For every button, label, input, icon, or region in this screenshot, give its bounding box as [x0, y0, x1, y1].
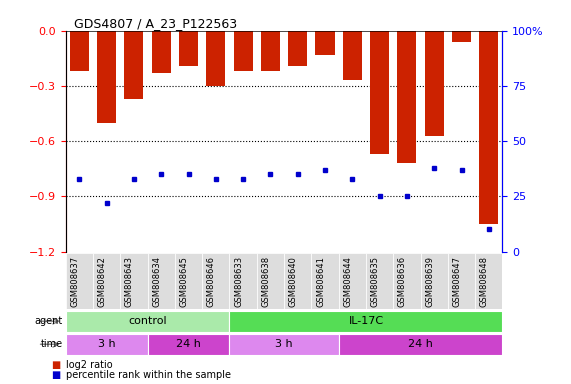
Text: control: control: [128, 316, 167, 326]
Text: time: time: [41, 339, 63, 349]
Bar: [234, 31, 253, 71]
Bar: [288, 31, 307, 66]
Text: GSM808648: GSM808648: [480, 256, 489, 307]
Text: GSM808639: GSM808639: [425, 256, 434, 307]
FancyBboxPatch shape: [66, 311, 230, 332]
Text: GDS4807 / A_23_P122563: GDS4807 / A_23_P122563: [74, 17, 238, 30]
Bar: [397, 31, 416, 163]
Text: agent: agent: [35, 316, 63, 326]
Text: 3 h: 3 h: [98, 339, 115, 349]
Bar: [206, 31, 226, 86]
Bar: [479, 31, 498, 224]
FancyBboxPatch shape: [339, 253, 366, 309]
FancyBboxPatch shape: [393, 253, 421, 309]
Text: IL-17C: IL-17C: [348, 316, 384, 326]
Text: 24 h: 24 h: [176, 339, 201, 349]
Text: log2 ratio: log2 ratio: [66, 360, 112, 370]
FancyBboxPatch shape: [202, 253, 230, 309]
FancyBboxPatch shape: [257, 253, 284, 309]
Text: GSM808645: GSM808645: [179, 256, 188, 307]
Text: GSM808644: GSM808644: [343, 256, 352, 307]
FancyBboxPatch shape: [230, 253, 257, 309]
FancyBboxPatch shape: [421, 253, 448, 309]
Text: GSM808641: GSM808641: [316, 256, 325, 307]
Bar: [370, 31, 389, 154]
FancyBboxPatch shape: [475, 253, 502, 309]
Text: GSM808646: GSM808646: [207, 256, 216, 307]
Bar: [343, 31, 362, 80]
Bar: [261, 31, 280, 71]
Text: 3 h: 3 h: [275, 339, 293, 349]
FancyBboxPatch shape: [311, 253, 339, 309]
Text: ■: ■: [51, 370, 61, 380]
FancyBboxPatch shape: [147, 253, 175, 309]
Bar: [425, 31, 444, 136]
Bar: [179, 31, 198, 66]
Text: GSM808638: GSM808638: [262, 256, 271, 307]
Text: GSM808640: GSM808640: [289, 256, 297, 307]
Bar: [124, 31, 143, 99]
Bar: [97, 31, 116, 123]
FancyBboxPatch shape: [147, 334, 230, 355]
Text: ■: ■: [51, 360, 61, 370]
FancyBboxPatch shape: [230, 334, 339, 355]
Bar: [315, 31, 335, 55]
Text: GSM808643: GSM808643: [125, 256, 134, 307]
FancyBboxPatch shape: [339, 334, 502, 355]
Bar: [152, 31, 171, 73]
FancyBboxPatch shape: [93, 253, 120, 309]
FancyBboxPatch shape: [66, 253, 93, 309]
Text: percentile rank within the sample: percentile rank within the sample: [66, 370, 231, 380]
Bar: [70, 31, 89, 71]
FancyBboxPatch shape: [448, 253, 475, 309]
Text: GSM808647: GSM808647: [453, 256, 461, 307]
FancyBboxPatch shape: [66, 334, 147, 355]
FancyBboxPatch shape: [366, 253, 393, 309]
FancyBboxPatch shape: [175, 253, 202, 309]
Text: 24 h: 24 h: [408, 339, 433, 349]
Text: GSM808637: GSM808637: [70, 256, 79, 307]
Bar: [452, 31, 471, 42]
Text: GSM808634: GSM808634: [152, 256, 161, 307]
Text: GSM808633: GSM808633: [234, 256, 243, 307]
Text: GSM808642: GSM808642: [98, 256, 107, 307]
FancyBboxPatch shape: [230, 311, 502, 332]
Text: GSM808636: GSM808636: [398, 256, 407, 307]
Text: GSM808635: GSM808635: [371, 256, 380, 307]
FancyBboxPatch shape: [284, 253, 311, 309]
FancyBboxPatch shape: [120, 253, 147, 309]
